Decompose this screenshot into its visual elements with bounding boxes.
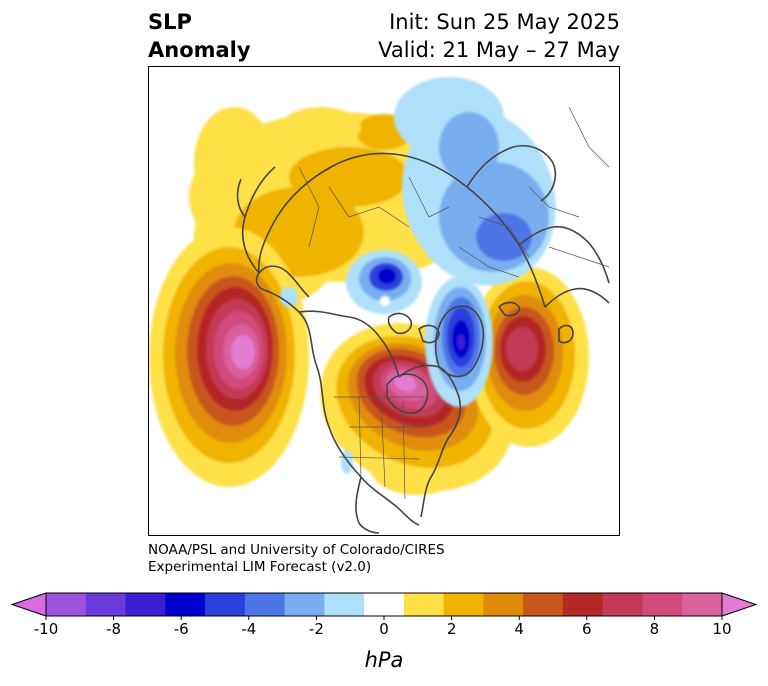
colorbar-segment — [562, 593, 604, 616]
colorbar-segment — [46, 593, 87, 616]
colorbar-segment — [244, 593, 286, 616]
title-line-2: Anomaly — [148, 38, 251, 62]
colorbar-tick-label: 4 — [514, 620, 524, 636]
colorbar-segment — [364, 593, 405, 616]
negative-anomaly-greenland — [425, 277, 493, 407]
colorbar-segment — [523, 593, 564, 616]
title-line-1: SLP — [148, 10, 192, 34]
negative-anomaly-arctic — [346, 250, 422, 314]
colorbar: -10 -8 -6 -4 -2 0 2 4 6 8 10 — [0, 586, 768, 636]
colorbar-tick-label: 2 — [447, 620, 457, 636]
forecast-dates: Init: Sun 25 May 2025 Valid: 21 May – 27… — [378, 8, 620, 64]
colorbar-segment — [85, 593, 127, 616]
negative-anomaly-small — [280, 287, 298, 307]
init-date: Init: Sun 25 May 2025 — [389, 10, 620, 34]
colorbar-tick-label: -4 — [241, 620, 256, 636]
political-borders — [298, 106, 610, 500]
colorbar-segment — [205, 593, 246, 616]
credit-line-2: Experimental LIM Forecast (v2.0) — [148, 559, 372, 575]
colorbar-tick-label: -10 — [34, 620, 59, 636]
valid-date-range: Valid: 21 May – 27 May — [378, 38, 620, 62]
colorbar-unit: hPa — [364, 648, 404, 672]
map-canvas — [149, 77, 610, 534]
colorbar-segment — [443, 593, 484, 616]
colorbar-extend-high — [721, 592, 758, 617]
colorbar-segment — [284, 593, 325, 616]
colorbar-segment — [165, 593, 206, 616]
colorbar-tick-label: -6 — [174, 620, 189, 636]
colorbar-segment — [125, 593, 166, 616]
colorbar-tick-label: -8 — [106, 620, 121, 636]
colorbar-tick-label: 0 — [379, 620, 389, 636]
colorbar-tick-label: 8 — [650, 620, 660, 636]
credit-line-1: NOAA/PSL and University of Colorado/CIRE… — [148, 542, 445, 558]
positive-anomaly-pacific — [149, 227, 309, 487]
colorbar-segment — [602, 593, 643, 616]
map-title: SLP Anomaly — [148, 8, 251, 64]
anomaly-map — [148, 66, 620, 536]
colorbar-segment — [682, 593, 723, 616]
colorbar-tick-label: 6 — [582, 620, 592, 636]
colorbar-segment — [483, 593, 524, 616]
colorbar-segment — [324, 593, 365, 616]
colorbar-tick-label: -2 — [309, 620, 324, 636]
colorbar-tick-label: 10 — [712, 620, 731, 636]
credit-text: NOAA/PSL and University of Colorado/CIRE… — [148, 542, 445, 576]
colorbar-svg: -10 -8 -6 -4 -2 0 2 4 6 8 10 — [10, 592, 758, 636]
positive-anomaly-atlantic — [469, 267, 589, 447]
coastlines — [236, 145, 610, 534]
colorbar-segment — [642, 593, 683, 616]
colorbar-extend-low — [10, 592, 47, 617]
colorbar-segment — [403, 593, 445, 616]
